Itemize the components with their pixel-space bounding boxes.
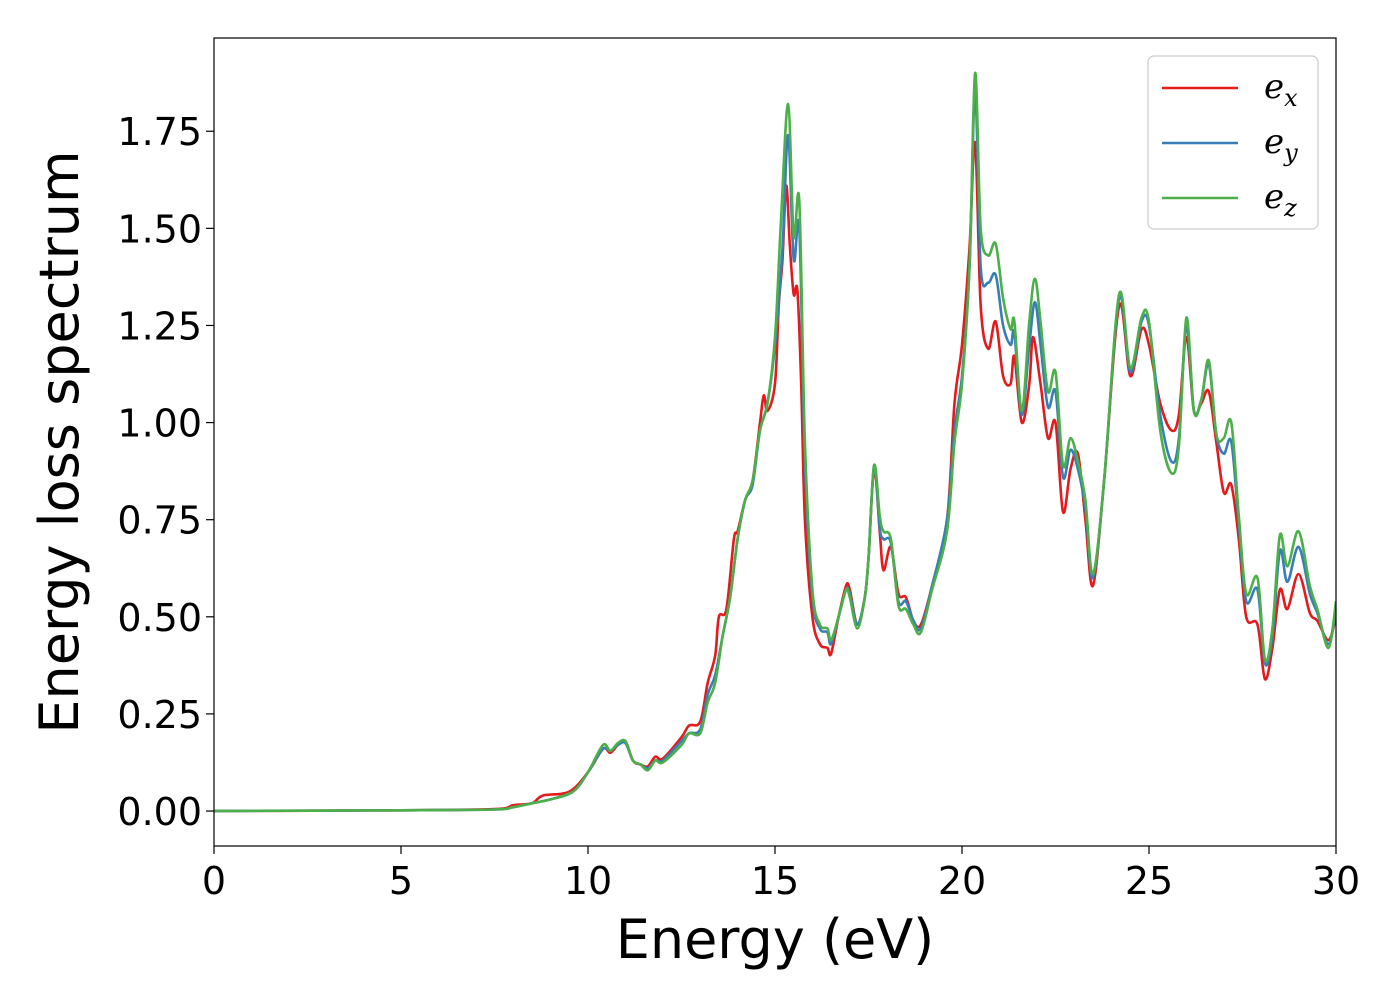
y-tick-label: 0.25 bbox=[117, 693, 202, 737]
series-layer bbox=[214, 71, 1336, 813]
y-tick-label: 0.00 bbox=[117, 790, 202, 834]
x-tick-label: 5 bbox=[389, 859, 413, 903]
y-tick-label: 1.00 bbox=[117, 402, 202, 446]
series-line-e-x bbox=[214, 140, 1336, 813]
legend: ex ey ez bbox=[1147, 55, 1319, 230]
y-tick-label: 1.50 bbox=[117, 207, 202, 251]
x-tick-label: 25 bbox=[1125, 859, 1173, 903]
y-axis-label: Energy loss spectrum bbox=[28, 150, 91, 733]
y-tick-label: 1.25 bbox=[117, 304, 202, 348]
y-tick-label: 1.75 bbox=[117, 110, 202, 154]
x-axis-label: Energy (eV) bbox=[616, 908, 935, 971]
x-tick-label: 0 bbox=[202, 859, 226, 903]
x-axis: 0 5 10 15 20 25 30 bbox=[202, 846, 1360, 903]
x-tick-label: 30 bbox=[1312, 859, 1360, 903]
legend-label-z: ez bbox=[1264, 177, 1297, 222]
legend-label-x: ex bbox=[1264, 67, 1298, 112]
x-tick-label: 15 bbox=[751, 859, 799, 903]
series-line-e-z bbox=[214, 71, 1336, 813]
y-tick-label: 0.50 bbox=[117, 596, 202, 640]
x-tick-label: 20 bbox=[938, 859, 986, 903]
x-tick-label: 10 bbox=[564, 859, 612, 903]
y-axis: 0.00 0.25 0.50 0.75 1.00 1.25 1.50 1.75 bbox=[117, 110, 214, 834]
legend-label-y: ey bbox=[1264, 122, 1298, 167]
y-tick-label: 0.75 bbox=[117, 499, 202, 543]
